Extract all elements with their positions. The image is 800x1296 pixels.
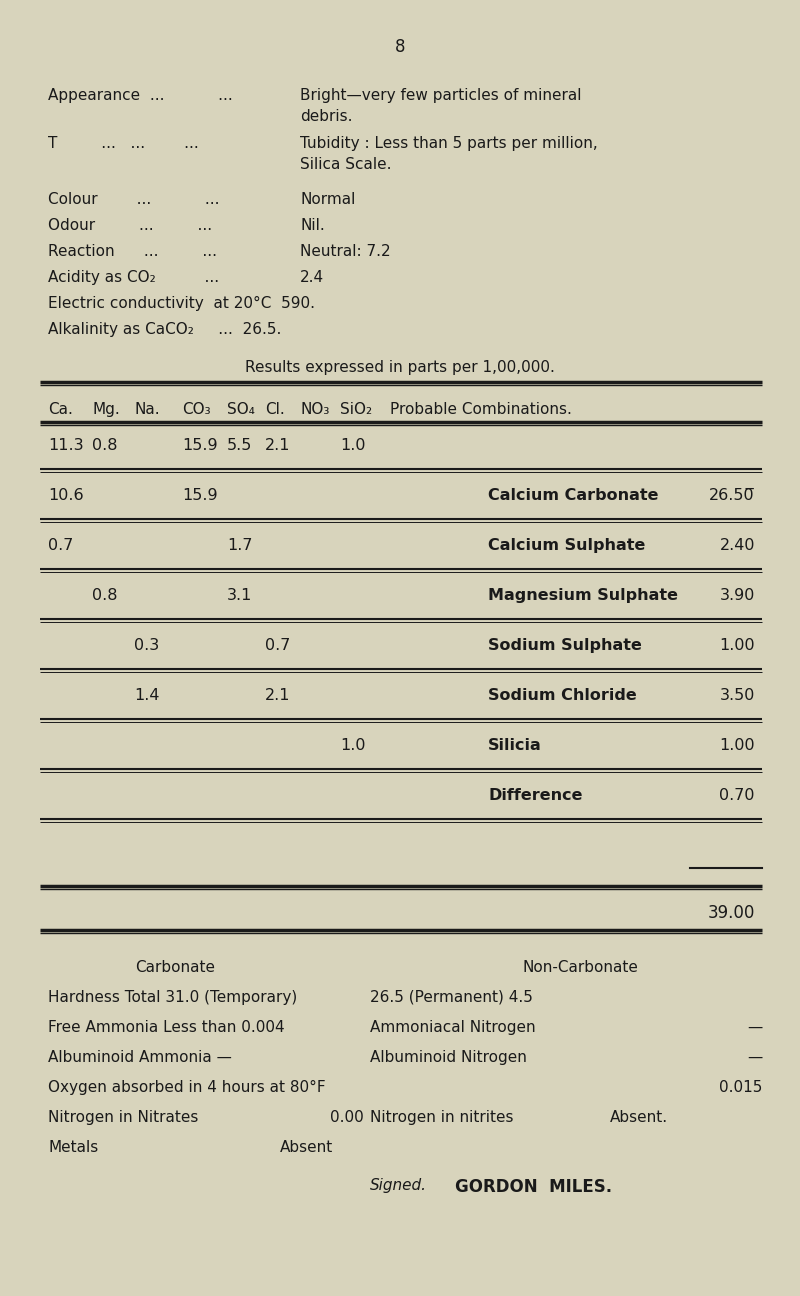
Text: Na.: Na. xyxy=(134,402,160,417)
Text: Albuminoid Nitrogen: Albuminoid Nitrogen xyxy=(370,1050,527,1065)
Text: 8: 8 xyxy=(394,38,406,56)
Text: Absent.: Absent. xyxy=(610,1109,668,1125)
Text: 0.3: 0.3 xyxy=(134,638,159,653)
Text: 0.015: 0.015 xyxy=(718,1080,762,1095)
Text: 2.1: 2.1 xyxy=(265,438,290,454)
Text: Colour        ...           ...: Colour ... ... xyxy=(48,192,219,207)
Text: SiO₂: SiO₂ xyxy=(340,402,372,417)
Text: Carbonate: Carbonate xyxy=(135,960,215,975)
Text: —: — xyxy=(746,1050,762,1065)
Text: Sodium Chloride: Sodium Chloride xyxy=(488,688,637,702)
Text: CO₃: CO₃ xyxy=(182,402,210,417)
Text: 1.0: 1.0 xyxy=(340,438,366,454)
Text: SO₄: SO₄ xyxy=(227,402,255,417)
Text: 26.5 (Permanent) 4.5: 26.5 (Permanent) 4.5 xyxy=(370,990,533,1004)
Text: Oxygen absorbed in 4 hours at 80°F: Oxygen absorbed in 4 hours at 80°F xyxy=(48,1080,326,1095)
Text: Appearance  ...           ...: Appearance ... ... xyxy=(48,88,233,102)
Text: 0.7: 0.7 xyxy=(265,638,290,653)
Text: Tubidity : Less than 5 parts per million,: Tubidity : Less than 5 parts per million… xyxy=(300,136,598,152)
Text: Calcium Sulphate: Calcium Sulphate xyxy=(488,538,646,553)
Text: Non-Carbonate: Non-Carbonate xyxy=(522,960,638,975)
Text: 11.3: 11.3 xyxy=(48,438,84,454)
Text: 1.00: 1.00 xyxy=(719,737,755,753)
Text: 1.7: 1.7 xyxy=(227,538,253,553)
Text: 0.8: 0.8 xyxy=(92,588,118,603)
Text: 26.50̅: 26.50̅ xyxy=(710,489,755,503)
Text: 2.4: 2.4 xyxy=(300,270,324,285)
Text: Normal: Normal xyxy=(300,192,355,207)
Text: 15.9: 15.9 xyxy=(182,438,218,454)
Text: Alkalinity as CaCO₂     ...  26.5.: Alkalinity as CaCO₂ ... 26.5. xyxy=(48,321,282,337)
Text: 1.0: 1.0 xyxy=(340,737,366,753)
Text: 2.1: 2.1 xyxy=(265,688,290,702)
Text: debris.: debris. xyxy=(300,109,353,124)
Text: Difference: Difference xyxy=(488,788,582,804)
Text: Reaction      ...         ...: Reaction ... ... xyxy=(48,244,217,259)
Text: 2.40: 2.40 xyxy=(719,538,755,553)
Text: Magnesium Sulphate: Magnesium Sulphate xyxy=(488,588,678,603)
Text: —: — xyxy=(746,1020,762,1036)
Text: Metals: Metals xyxy=(48,1140,98,1155)
Text: Albuminoid Ammonia —: Albuminoid Ammonia — xyxy=(48,1050,232,1065)
Text: 3.50: 3.50 xyxy=(720,688,755,702)
Text: Mg.: Mg. xyxy=(92,402,120,417)
Text: Absent: Absent xyxy=(280,1140,334,1155)
Text: Results expressed in parts per 1,00,000.: Results expressed in parts per 1,00,000. xyxy=(245,360,555,375)
Text: 5.5: 5.5 xyxy=(227,438,252,454)
Text: 39.00: 39.00 xyxy=(708,905,755,921)
Text: Sodium Sulphate: Sodium Sulphate xyxy=(488,638,642,653)
Text: 0.7: 0.7 xyxy=(48,538,74,553)
Text: Electric conductivity  at 20°C  590.: Electric conductivity at 20°C 590. xyxy=(48,295,315,311)
Text: Free Ammonia Less than 0.004: Free Ammonia Less than 0.004 xyxy=(48,1020,285,1036)
Text: GORDON  MILES.: GORDON MILES. xyxy=(455,1178,612,1196)
Text: 1.4: 1.4 xyxy=(134,688,159,702)
Text: Silicia: Silicia xyxy=(488,737,542,753)
Text: Nitrogen in Nitrates: Nitrogen in Nitrates xyxy=(48,1109,198,1125)
Text: Calcium Carbonate: Calcium Carbonate xyxy=(488,489,658,503)
Text: Nitrogen in nitrites: Nitrogen in nitrites xyxy=(370,1109,514,1125)
Text: Hardness Total 31.0 (Temporary): Hardness Total 31.0 (Temporary) xyxy=(48,990,298,1004)
Text: Bright—very few particles of mineral: Bright—very few particles of mineral xyxy=(300,88,582,102)
Text: Probable Combinations.: Probable Combinations. xyxy=(390,402,572,417)
Text: Odour         ...         ...: Odour ... ... xyxy=(48,218,212,233)
Text: Nil.: Nil. xyxy=(300,218,325,233)
Text: 3.90: 3.90 xyxy=(720,588,755,603)
Text: 15.9: 15.9 xyxy=(182,489,218,503)
Text: 1.00: 1.00 xyxy=(719,638,755,653)
Text: Ca.: Ca. xyxy=(48,402,73,417)
Text: Neutral: 7.2: Neutral: 7.2 xyxy=(300,244,390,259)
Text: Cl.: Cl. xyxy=(265,402,285,417)
Text: T         ...   ...        ...: T ... ... ... xyxy=(48,136,198,152)
Text: NO₃: NO₃ xyxy=(301,402,330,417)
Text: 10.6: 10.6 xyxy=(48,489,84,503)
Text: 0.8: 0.8 xyxy=(92,438,118,454)
Text: Signed.: Signed. xyxy=(370,1178,427,1194)
Text: Acidity as CO₂          ...: Acidity as CO₂ ... xyxy=(48,270,219,285)
Text: Silica Scale.: Silica Scale. xyxy=(300,157,391,172)
Text: 3.1: 3.1 xyxy=(227,588,252,603)
Text: 0.00: 0.00 xyxy=(330,1109,364,1125)
Text: Ammoniacal Nitrogen: Ammoniacal Nitrogen xyxy=(370,1020,536,1036)
Text: 0.70: 0.70 xyxy=(719,788,755,804)
